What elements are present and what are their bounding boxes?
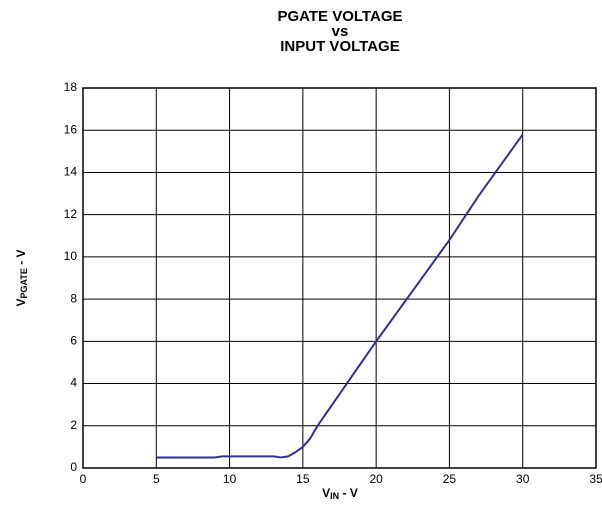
- plot-frame: [82, 87, 597, 469]
- x-tick-label: 35: [589, 472, 602, 486]
- data-line: [156, 133, 524, 459]
- y-tick-label: 2: [70, 418, 77, 432]
- chart-title: PGATE VOLTAGE: [277, 8, 402, 25]
- y-tick-label: 0: [70, 460, 77, 474]
- x-tick-label: 30: [516, 472, 530, 486]
- y-tick-label: 8: [70, 291, 77, 305]
- x-label-sub: IN: [330, 491, 339, 501]
- x-tick-label: 0: [80, 472, 87, 486]
- y-tick-label: 14: [64, 165, 78, 179]
- y-label-base: V: [14, 299, 28, 307]
- y-axis-label: VPGATE - V: [14, 249, 29, 306]
- x-label-base: V: [322, 486, 330, 500]
- x-tick-label: 20: [369, 472, 383, 486]
- y-tick-label: 16: [64, 122, 78, 136]
- y-tick-label: 4: [70, 376, 77, 390]
- x-tick-label: 25: [443, 472, 457, 486]
- x-tick-label: 10: [223, 472, 237, 486]
- x-axis-label: VIN - V: [322, 486, 358, 501]
- y-label-suffix: - V: [14, 249, 28, 268]
- y-tick-label: 18: [64, 80, 78, 94]
- y-tick-label: 10: [64, 249, 78, 263]
- x-tick-label: 5: [153, 472, 160, 486]
- x-tick-label: 15: [296, 472, 310, 486]
- chart-title: INPUT VOLTAGE: [280, 38, 399, 55]
- y-tick-label: 12: [64, 207, 78, 221]
- x-label-suffix: - V: [339, 486, 358, 500]
- y-label-sub: PGATE: [19, 268, 29, 298]
- chart-title: vs: [332, 23, 349, 40]
- y-tick-label: 6: [70, 334, 77, 348]
